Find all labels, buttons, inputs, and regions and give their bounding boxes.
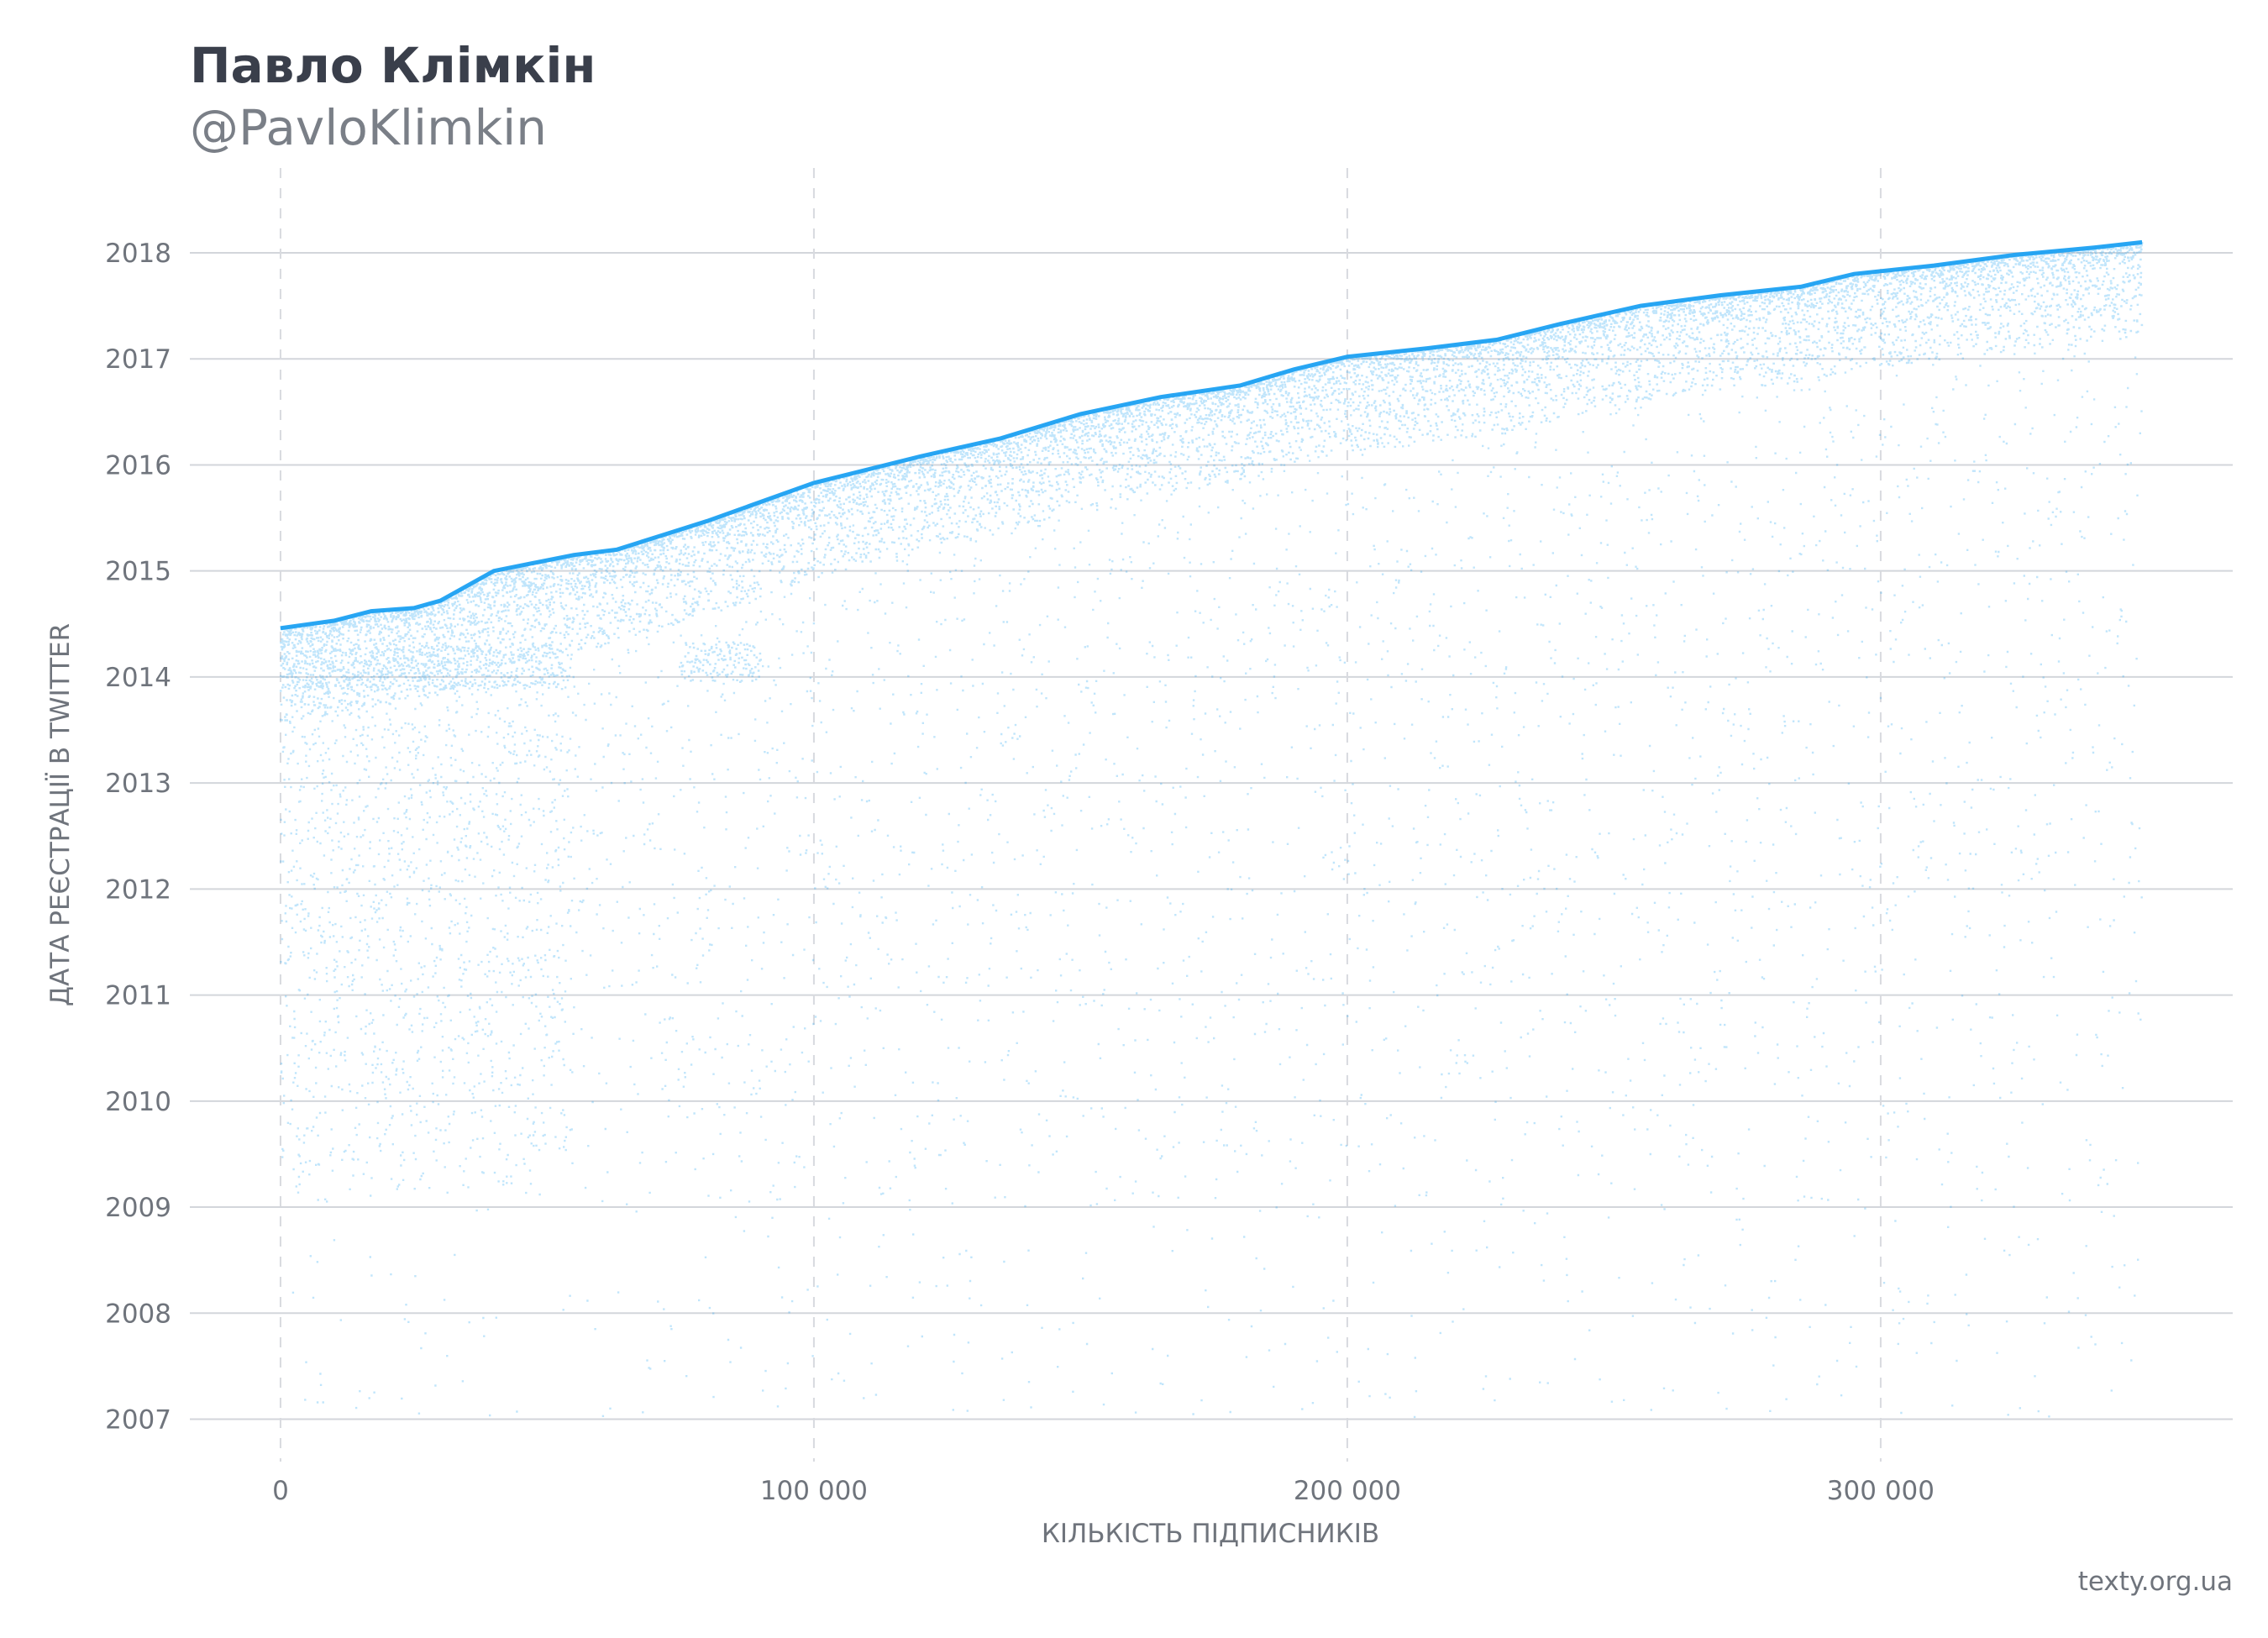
y-tick-label: 2016: [105, 450, 171, 480]
y-tick-label: 2017: [105, 344, 171, 375]
y-tick-label: 2008: [105, 1299, 171, 1329]
y-tick-label: 2009: [105, 1193, 171, 1223]
y-tick-label: 2018: [105, 239, 171, 269]
chart-subtitle: @PavloKlimkin: [190, 99, 548, 156]
x-tick-label: 200 000: [1294, 1476, 1401, 1506]
chart-title: Павло Клімкін: [190, 37, 596, 94]
y-axis-title: ДАТА РЕЄСТРАЦІЇ В TWITTER: [45, 623, 76, 1006]
y-tick-label: 2010: [105, 1087, 171, 1117]
registration-envelope: [280, 239, 2143, 631]
y-tick-label: 2007: [105, 1405, 171, 1436]
y-tick-label: 2015: [105, 557, 171, 587]
axes: 2007 2008 2009 2010 2011 2012 2013 2014 2015 2016…: [105, 239, 1935, 1506]
source-label: texty.org.ua: [2078, 1567, 2233, 1597]
data-points: [279, 239, 2144, 1419]
x-tick-label: 100 000: [760, 1476, 868, 1506]
y-tick-label: 2014: [105, 663, 171, 693]
follower-points: [279, 241, 2144, 1419]
y-tick-label: 2012: [105, 874, 171, 905]
x-tick-label: 0: [272, 1476, 289, 1506]
grid: [190, 168, 2233, 1462]
x-axis-title: КІЛЬКІСТЬ ПІДПИСНИКІВ: [1042, 1519, 1379, 1549]
y-tick-label: 2011: [105, 981, 171, 1011]
x-tick-label: 300 000: [1827, 1476, 1935, 1506]
y-tick-label: 2013: [105, 769, 171, 799]
